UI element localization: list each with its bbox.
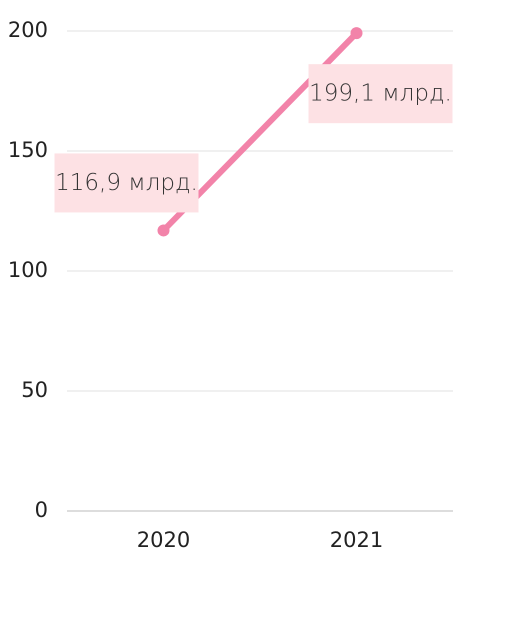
value-label: 116,9 млрд. — [55, 170, 198, 196]
point — [157, 224, 170, 237]
y-tick-label: 150 — [8, 138, 48, 162]
y-tick-label: 0 — [35, 498, 48, 522]
point — [350, 27, 363, 40]
value-label: 199,1 млрд. — [309, 81, 452, 107]
y-tick-label: 200 — [8, 18, 48, 42]
x-tick-label: 2020 — [137, 528, 190, 552]
label-background — [54, 153, 199, 213]
label-background — [308, 64, 453, 124]
y-tick-label: 100 — [8, 258, 48, 282]
x-tick-label: 2021 — [330, 528, 383, 552]
y-tick-label: 50 — [21, 378, 48, 402]
